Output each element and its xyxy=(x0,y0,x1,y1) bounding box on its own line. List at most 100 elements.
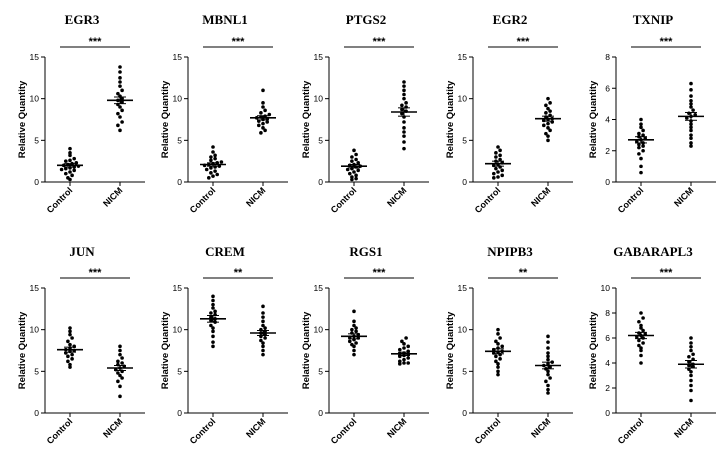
data-point xyxy=(637,331,641,335)
data-point xyxy=(261,315,265,319)
data-point xyxy=(639,170,643,175)
data-point xyxy=(66,359,70,364)
data-point xyxy=(209,171,213,175)
panel-crem: CREM Relative Quantity 0 5 10 15 Control NICM ** xyxy=(160,244,288,446)
data-point xyxy=(66,176,70,180)
data-point xyxy=(402,126,406,130)
data-point xyxy=(496,170,500,174)
x-tick-label: NICM xyxy=(672,416,695,439)
data-point xyxy=(496,342,500,346)
data-point xyxy=(494,359,498,364)
x-tick-label: Control xyxy=(616,185,646,215)
y-axis-label: Relative Quantity xyxy=(445,80,456,158)
y-axis-label: Relative Quantity xyxy=(588,311,599,389)
data-point xyxy=(350,327,354,332)
x-tick-label: Control xyxy=(188,416,218,446)
data-point xyxy=(118,115,122,119)
y-tick-label: 0 xyxy=(318,408,323,418)
data-point xyxy=(68,329,72,334)
data-point xyxy=(691,108,695,112)
significance-label: *** xyxy=(89,36,103,48)
data-point xyxy=(398,362,402,366)
data-point xyxy=(68,153,72,158)
data-point xyxy=(213,309,217,314)
data-point xyxy=(402,80,406,84)
data-point xyxy=(118,384,122,389)
data-point xyxy=(402,361,406,365)
data-point xyxy=(64,166,68,171)
data-point xyxy=(402,96,406,101)
data-point xyxy=(261,105,265,109)
data-point xyxy=(118,76,122,80)
data-point xyxy=(116,111,120,116)
data-point xyxy=(406,361,411,365)
y-axis-label: Relative Quantity xyxy=(301,80,312,158)
data-point xyxy=(265,120,270,124)
data-point xyxy=(211,329,215,334)
data-point xyxy=(546,126,550,130)
y-axis-label: Relative Quantity xyxy=(445,311,456,389)
data-point xyxy=(689,369,693,374)
data-point xyxy=(639,117,643,122)
data-point xyxy=(494,339,498,344)
data-point xyxy=(70,336,74,340)
data-point xyxy=(261,304,265,309)
y-tick-label: 8 xyxy=(605,52,610,62)
data-point xyxy=(689,336,693,340)
x-tick-label: NICM xyxy=(672,185,695,208)
data-point xyxy=(118,84,122,88)
y-tick-label: 0 xyxy=(605,408,610,418)
data-point xyxy=(492,176,496,180)
data-point xyxy=(689,105,693,109)
y-tick-label: 8 xyxy=(605,308,610,318)
data-point xyxy=(118,394,122,399)
y-tick-label: 0 xyxy=(605,177,610,187)
data-point xyxy=(261,88,265,93)
data-point xyxy=(498,148,502,153)
data-point xyxy=(548,128,552,133)
data-point xyxy=(687,354,691,359)
data-point xyxy=(689,373,693,378)
data-point xyxy=(498,153,502,158)
data-point xyxy=(68,170,72,174)
data-point xyxy=(263,128,267,133)
data-point xyxy=(546,372,550,377)
data-point xyxy=(120,376,124,380)
data-point xyxy=(59,167,64,172)
data-point xyxy=(116,91,120,96)
y-tick-label: 0 xyxy=(177,177,182,187)
significance-label: *** xyxy=(89,267,103,279)
data-point xyxy=(261,311,265,315)
panel-rgs1: RGS1 Relative Quantity 0 5 10 15 Control NICM **… xyxy=(301,244,429,446)
data-point xyxy=(494,354,498,359)
data-point xyxy=(637,145,641,150)
data-point xyxy=(641,133,645,137)
data-point xyxy=(70,173,74,178)
x-tick-label: NICM xyxy=(385,185,408,208)
panel-title: JUN xyxy=(69,244,95,259)
data-point xyxy=(120,356,124,360)
data-point xyxy=(120,120,124,124)
data-point xyxy=(641,144,645,148)
data-point xyxy=(494,151,498,155)
x-tick-label: NICM xyxy=(244,416,267,439)
data-point xyxy=(209,166,213,170)
data-point xyxy=(498,336,502,340)
data-point xyxy=(402,357,406,362)
data-point xyxy=(402,120,406,124)
data-point xyxy=(204,167,209,172)
data-point xyxy=(689,122,693,126)
y-tick-label: 15 xyxy=(314,52,324,62)
data-point xyxy=(68,362,72,367)
data-point xyxy=(354,329,358,334)
data-point xyxy=(689,98,693,103)
data-point xyxy=(402,134,406,138)
data-point xyxy=(211,334,215,339)
data-point xyxy=(546,357,550,362)
data-point xyxy=(402,342,406,346)
data-point xyxy=(400,103,404,108)
data-point xyxy=(500,344,505,349)
significance-label: ** xyxy=(519,267,528,279)
data-point xyxy=(496,145,500,149)
data-point xyxy=(639,348,643,353)
